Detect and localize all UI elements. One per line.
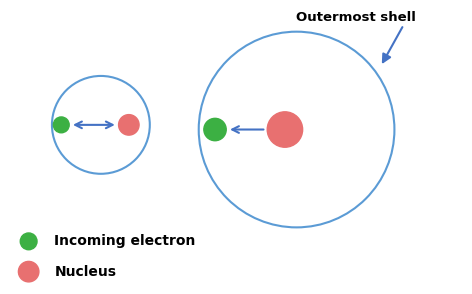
Circle shape xyxy=(204,118,226,141)
Circle shape xyxy=(53,117,69,133)
Circle shape xyxy=(18,261,39,282)
Circle shape xyxy=(118,115,139,135)
Text: Nucleus: Nucleus xyxy=(54,265,116,279)
Circle shape xyxy=(267,112,303,147)
Text: Incoming electron: Incoming electron xyxy=(54,234,196,248)
Text: Outermost shell: Outermost shell xyxy=(295,11,415,24)
Circle shape xyxy=(20,233,37,250)
